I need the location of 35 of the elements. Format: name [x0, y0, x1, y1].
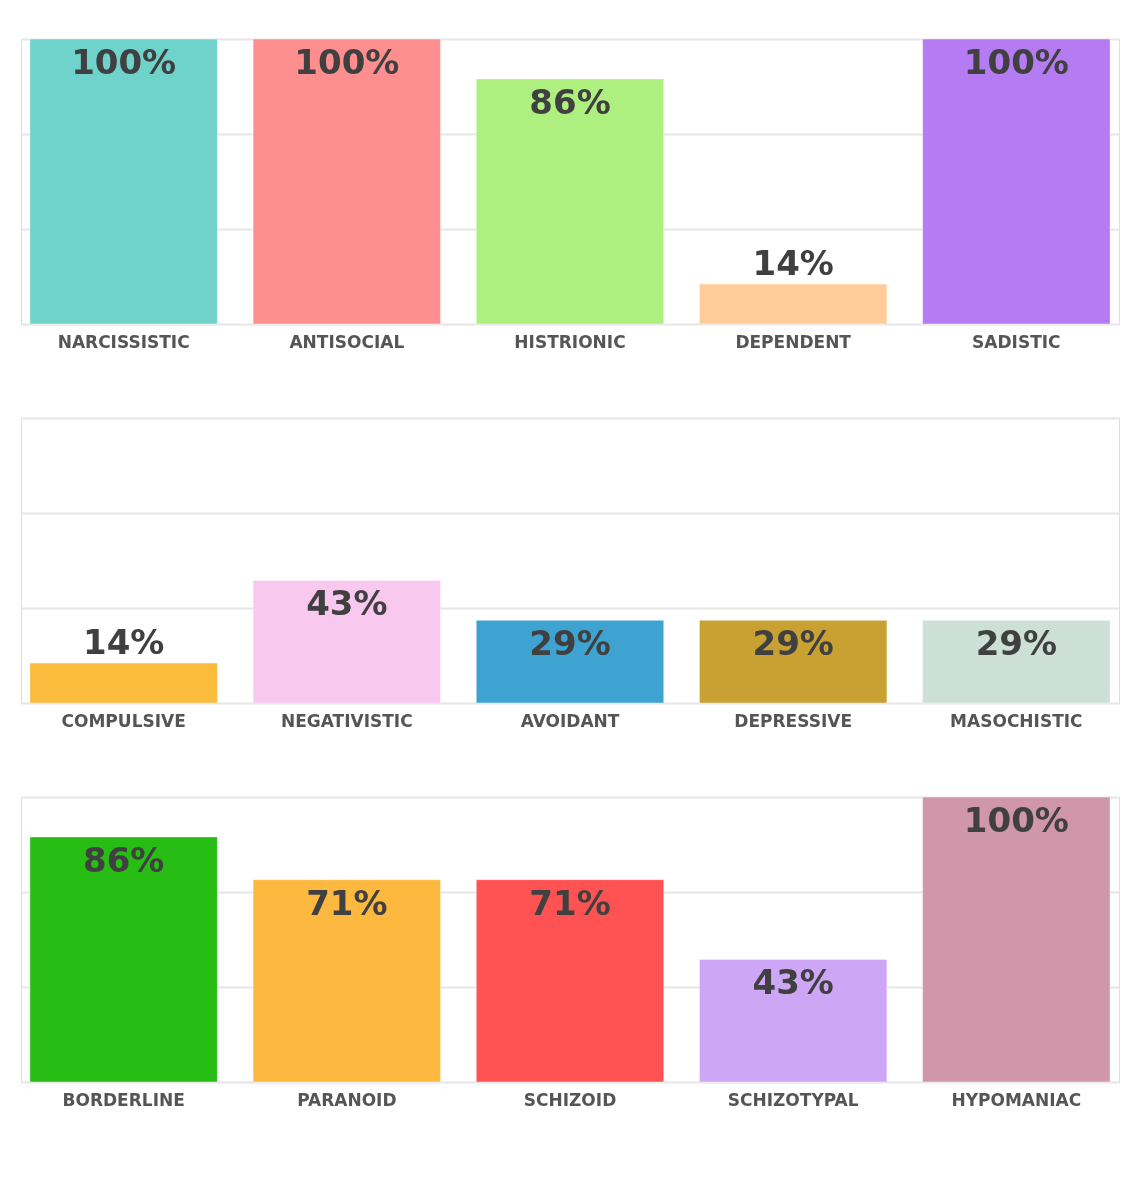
bar — [475, 879, 665, 1083]
x-tick-label: SCHIZOID — [523, 1089, 617, 1110]
data-label: 100% — [963, 42, 1069, 82]
bar — [698, 958, 888, 1083]
data-label: 100% — [294, 42, 400, 82]
data-label: 14% — [752, 243, 834, 284]
data-label: 71% — [529, 882, 611, 923]
x-tick-label: DEPRESSIVE — [734, 710, 853, 731]
data-label: 71% — [306, 882, 388, 923]
x-tick-label: SCHIZOTYPAL — [727, 1089, 859, 1110]
data-label: 100% — [71, 42, 177, 82]
bar — [29, 836, 218, 1083]
x-tick-label: DEPENDENT — [735, 331, 852, 352]
x-tick-label: PARANOID — [297, 1089, 397, 1110]
x-tick-label: SADISTIC — [972, 331, 1061, 352]
x-tick-label: NARCISSISTIC — [57, 331, 190, 352]
data-label: 86% — [82, 839, 165, 880]
x-tick-label: AVOIDANT — [520, 710, 620, 731]
data-label: 100% — [963, 800, 1069, 840]
data-label: 43% — [752, 962, 834, 1003]
x-tick-label: MASOCHISTIC — [950, 710, 1083, 731]
data-label: 43% — [306, 583, 388, 624]
x-tick-label: HISTRIONIC — [514, 331, 626, 352]
data-label: 29% — [529, 623, 611, 664]
data-label: 86% — [529, 81, 611, 122]
bar — [252, 879, 442, 1083]
x-tick-label: COMPULSIVE — [61, 710, 186, 731]
data-label: 29% — [975, 623, 1058, 664]
data-label: 29% — [752, 623, 834, 664]
data-label: 14% — [82, 622, 165, 663]
x-tick-label: NEGATIVISTIC — [280, 710, 413, 731]
x-tick-label: HYPOMANIAC — [951, 1089, 1082, 1110]
bar — [922, 796, 1111, 1083]
x-tick-label: BORDERLINE — [62, 1089, 185, 1110]
x-tick-label: ANTISOCIAL — [289, 331, 405, 352]
